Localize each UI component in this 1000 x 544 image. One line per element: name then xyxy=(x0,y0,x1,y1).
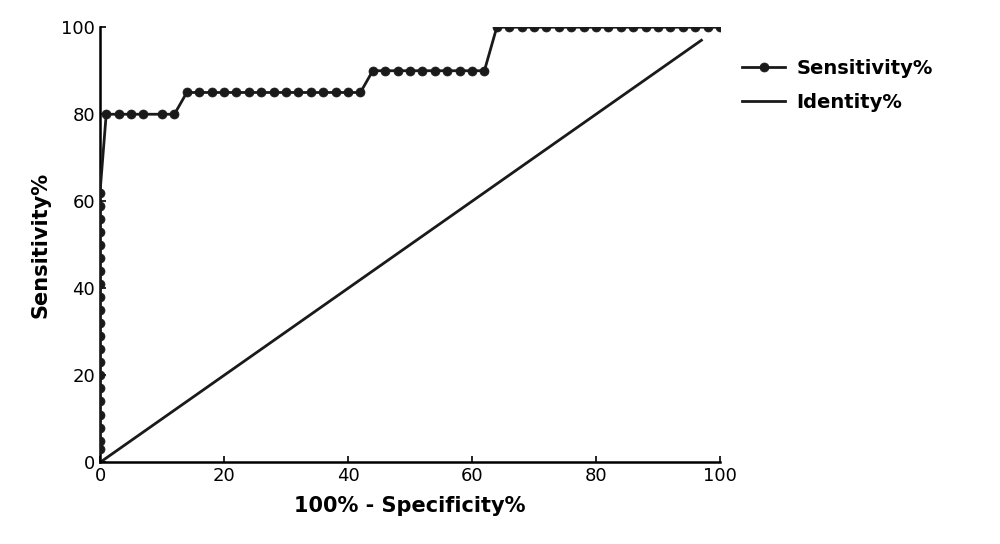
Y-axis label: Sensitivity%: Sensitivity% xyxy=(30,172,50,318)
X-axis label: 100% - Specificity%: 100% - Specificity% xyxy=(294,496,526,516)
Sensitivity% xyxy=(714,24,726,30)
Sensitivity% xyxy=(268,89,280,96)
Sensitivity% xyxy=(491,24,503,30)
Sensitivity% xyxy=(94,424,106,431)
Sensitivity% xyxy=(677,24,689,30)
Sensitivity% xyxy=(367,67,379,74)
Sensitivity% xyxy=(94,189,106,196)
Sensitivity% xyxy=(516,24,528,30)
Sensitivity% xyxy=(94,446,106,453)
Legend: Sensitivity%, Identity%: Sensitivity%, Identity% xyxy=(742,59,933,112)
Line: Sensitivity%: Sensitivity% xyxy=(95,23,725,454)
